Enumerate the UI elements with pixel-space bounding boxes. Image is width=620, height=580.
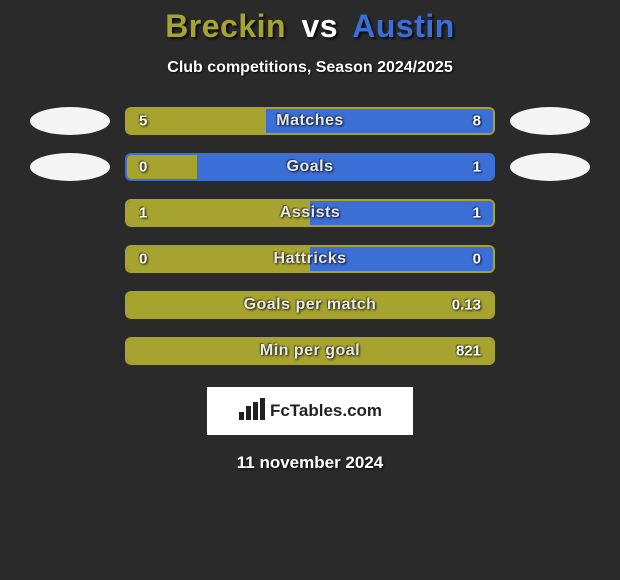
player1-avatar (30, 153, 110, 181)
avatar-spacer (510, 199, 590, 227)
bars-icon (238, 398, 266, 425)
value-left: 1 (139, 205, 147, 222)
player2-avatar (510, 107, 590, 135)
value-right: 0.13 (452, 297, 481, 314)
avatar-spacer (30, 245, 110, 273)
fill-right (197, 155, 493, 179)
stat-row: 821 Min per goal (30, 337, 590, 365)
stat-row: 1 1 Assists (30, 199, 590, 227)
avatar-spacer (30, 337, 110, 365)
avatar-spacer (30, 199, 110, 227)
vs-separator: vs (301, 8, 338, 44)
value-left: 0 (139, 159, 147, 176)
avatar-spacer (30, 291, 110, 319)
value-right: 1 (473, 159, 481, 176)
stat-row: 0.13 Goals per match (30, 291, 590, 319)
metric-label: Goals per match (244, 296, 377, 314)
date-label: 11 november 2024 (237, 453, 383, 473)
stat-row: 0 0 Hattricks (30, 245, 590, 273)
value-right: 821 (456, 343, 481, 360)
avatar-spacer (510, 337, 590, 365)
metric-label: Goals (287, 158, 334, 176)
stat-bar: 1 1 Assists (125, 199, 495, 227)
metric-label: Assists (280, 204, 340, 222)
fill-left (127, 155, 197, 179)
logo-prefix: Fc (270, 401, 290, 420)
page-title: Breckin vs Austin (165, 8, 455, 45)
value-right: 0 (473, 251, 481, 268)
stat-bar: 0.13 Goals per match (125, 291, 495, 319)
stat-bar: 0 0 Hattricks (125, 245, 495, 273)
value-left: 5 (139, 113, 147, 130)
comparison-card: Breckin vs Austin Club competitions, Sea… (0, 0, 620, 580)
stat-bar: 0 1 Goals (125, 153, 495, 181)
stat-row: 5 8 Matches (30, 107, 590, 135)
subtitle: Club competitions, Season 2024/2025 (167, 59, 452, 77)
metric-label: Matches (276, 112, 344, 130)
player2-name: Austin (352, 8, 455, 44)
stat-rows: 5 8 Matches 0 1 Goals 1 1 Assists 0 0 Hattricks 0.13… (30, 107, 590, 365)
value-left: 0 (139, 251, 147, 268)
logo-main: Tables (290, 401, 343, 420)
stat-bar: 5 8 Matches (125, 107, 495, 135)
stat-row: 0 1 Goals (30, 153, 590, 181)
logo-suffix: .com (342, 401, 382, 420)
player1-avatar (30, 107, 110, 135)
fill-left (127, 109, 266, 133)
avatar-spacer (510, 245, 590, 273)
value-right: 8 (473, 113, 481, 130)
metric-label: Hattricks (274, 250, 347, 268)
stat-bar: 821 Min per goal (125, 337, 495, 365)
metric-label: Min per goal (260, 342, 360, 360)
avatar-spacer (510, 291, 590, 319)
logo-text: FcTables.com (270, 401, 382, 421)
player1-name: Breckin (165, 8, 286, 44)
value-right: 1 (473, 205, 481, 222)
fctables-logo[interactable]: FcTables.com (207, 387, 413, 435)
player2-avatar (510, 153, 590, 181)
